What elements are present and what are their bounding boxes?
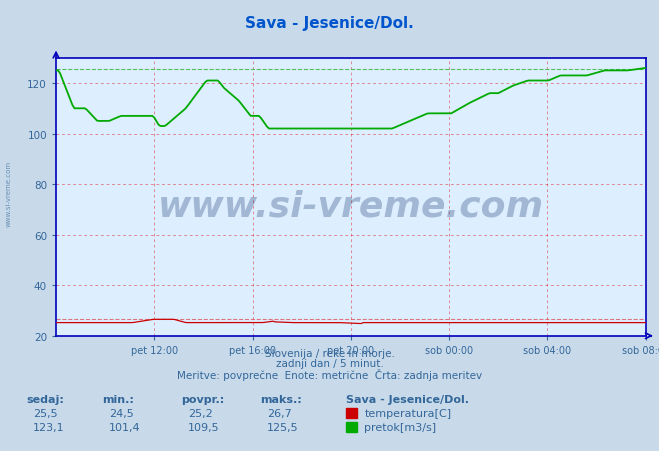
Text: Meritve: povprečne  Enote: metrične  Črta: zadnja meritev: Meritve: povprečne Enote: metrične Črta:…: [177, 368, 482, 381]
Text: 25,5: 25,5: [33, 408, 57, 418]
Text: 101,4: 101,4: [109, 422, 140, 432]
Text: 24,5: 24,5: [109, 408, 134, 418]
Text: 123,1: 123,1: [33, 422, 65, 432]
Text: temperatura[C]: temperatura[C]: [364, 408, 451, 418]
Text: 26,7: 26,7: [267, 408, 292, 418]
Text: povpr.:: povpr.:: [181, 395, 225, 405]
Text: www.si-vreme.com: www.si-vreme.com: [5, 161, 12, 227]
Text: 25,2: 25,2: [188, 408, 213, 418]
Text: 125,5: 125,5: [267, 422, 299, 432]
Text: Sava - Jesenice/Dol.: Sava - Jesenice/Dol.: [346, 395, 469, 405]
Text: min.:: min.:: [102, 395, 134, 405]
Text: sedaj:: sedaj:: [26, 395, 64, 405]
Text: pretok[m3/s]: pretok[m3/s]: [364, 422, 436, 432]
Text: zadnji dan / 5 minut.: zadnji dan / 5 minut.: [275, 359, 384, 368]
Text: Sava - Jesenice/Dol.: Sava - Jesenice/Dol.: [245, 16, 414, 31]
Text: Slovenija / reke in morje.: Slovenija / reke in morje.: [264, 348, 395, 358]
Text: 109,5: 109,5: [188, 422, 219, 432]
Text: www.si-vreme.com: www.si-vreme.com: [158, 189, 544, 223]
Text: maks.:: maks.:: [260, 395, 302, 405]
